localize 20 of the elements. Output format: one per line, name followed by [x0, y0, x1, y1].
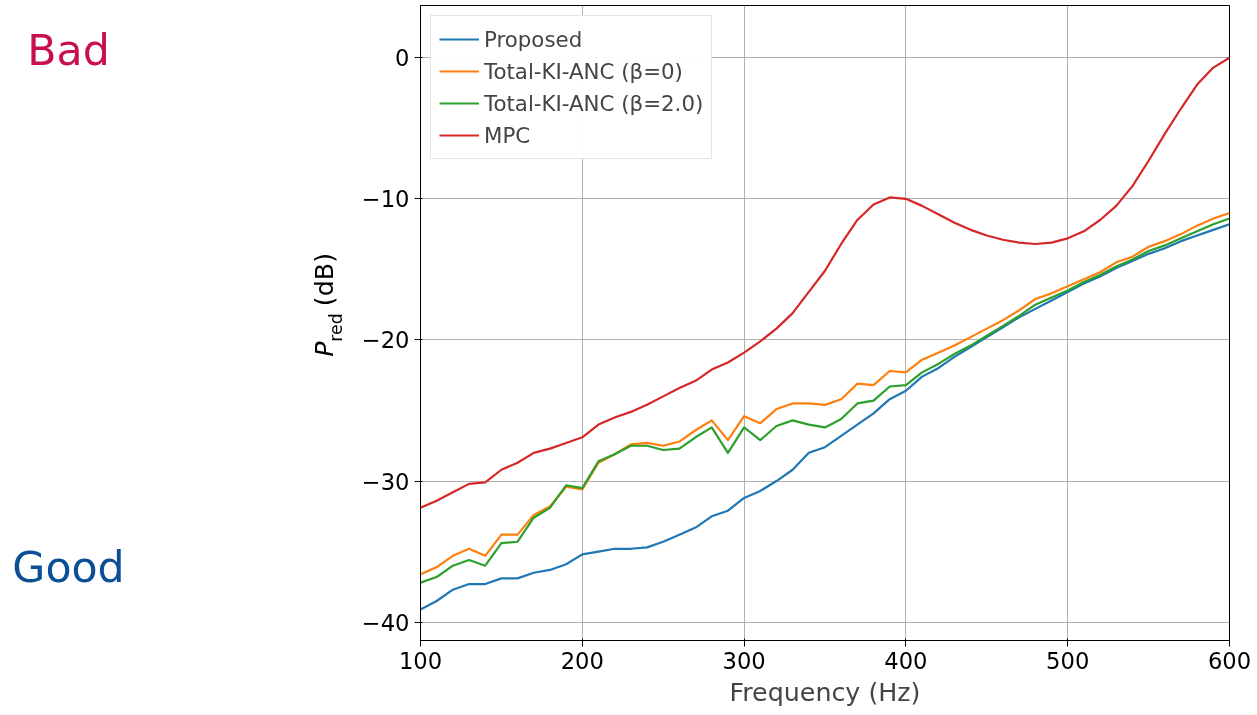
y-tick-label: −30 [361, 468, 410, 495]
legend-label: Proposed [484, 25, 583, 54]
y-axis-title: Pred (dB) [308, 252, 346, 357]
y-tick-label: −10 [361, 186, 410, 213]
x-axis-title: Frequency (Hz) [729, 676, 921, 707]
x-tick-label: 500 [1046, 647, 1090, 674]
y-tick-label: −40 [361, 609, 410, 636]
legend-label: Total-KI-ANC (β=0) [484, 57, 683, 86]
x-tick-label: 400 [884, 647, 928, 674]
legend-label: Total-KI-ANC (β=2.0) [484, 89, 704, 118]
legend-label: MPC [484, 121, 531, 150]
y-tick-label: 0 [395, 45, 410, 72]
x-tick-label: 600 [1207, 647, 1252, 674]
line-series [420, 56, 1230, 509]
y-tick-label: −20 [361, 327, 410, 354]
text: Good [12, 541, 125, 592]
x-tick-label: 300 [722, 647, 766, 674]
x-tick-label: 100 [398, 647, 443, 674]
x-tick-label: 200 [560, 647, 604, 674]
text: Bad [27, 24, 110, 75]
